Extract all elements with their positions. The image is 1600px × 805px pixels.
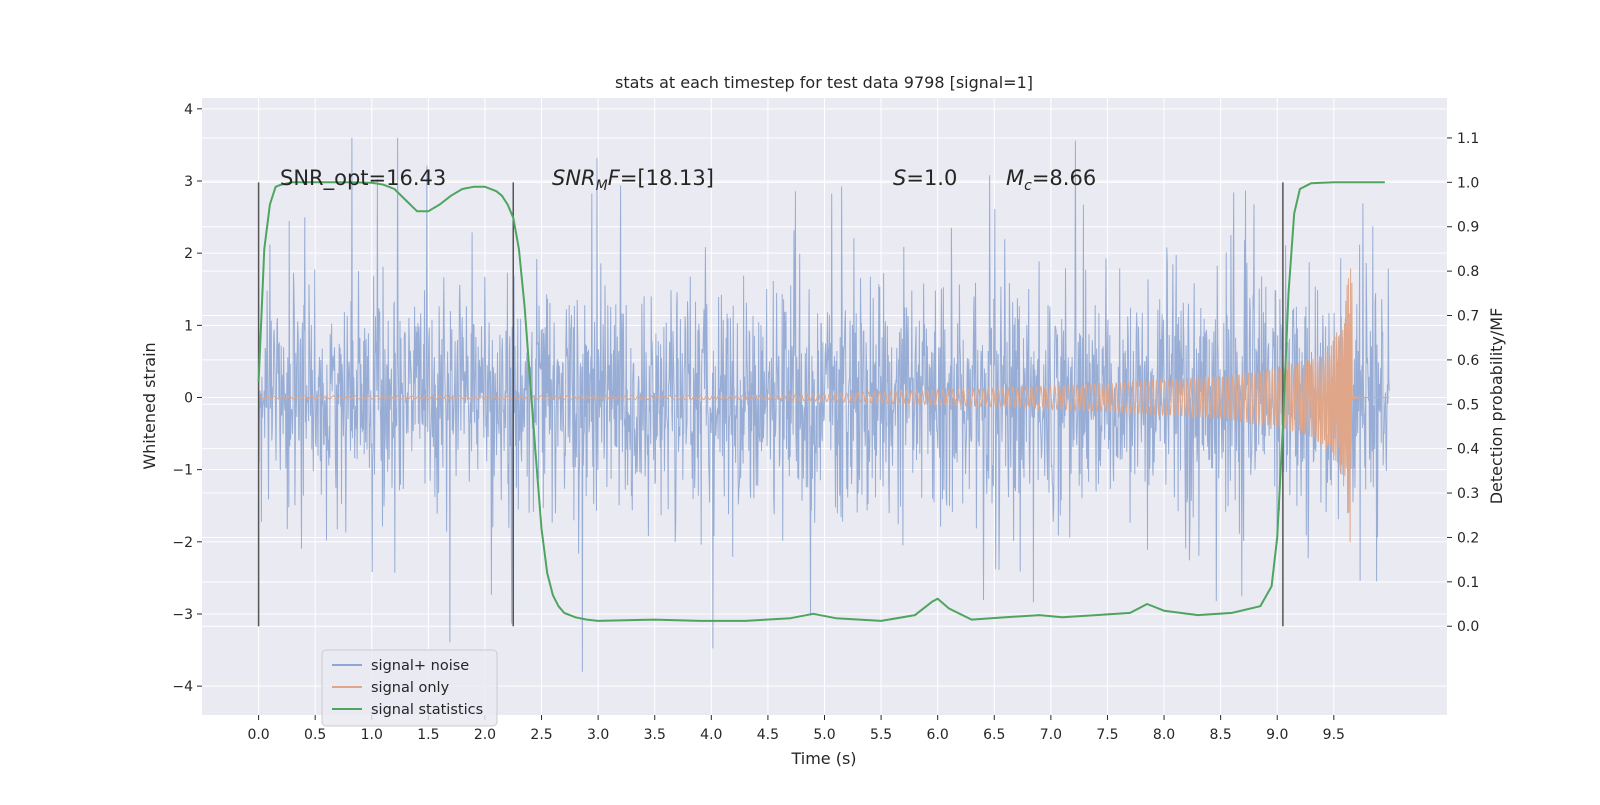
y2-tick-label: 1.1 xyxy=(1457,131,1479,147)
y-tick-label: −2 xyxy=(172,535,193,551)
x-tick-label: 3.0 xyxy=(587,727,609,743)
y-axis-ticks: −4 −3 −2 −1 0 1 2 3 4 xyxy=(172,102,202,695)
annotation-mc-value: =8.66 xyxy=(1032,166,1096,190)
x-axis-ticks: 0.0 0.5 1.0 1.5 2.0 2.5 3.0 3.5 4.0 4.5 5.0 5.5 6.0 6… xyxy=(247,715,1345,743)
y2-tick-label: 0.1 xyxy=(1457,575,1479,591)
y2-tick-label: 1.0 xyxy=(1457,175,1479,191)
signal-series xyxy=(258,268,1390,543)
legend-label-noise: signal+ noise xyxy=(371,658,469,674)
signal-line xyxy=(258,268,1390,543)
annotation-snr-mf: SNRMF=[18.13] xyxy=(552,166,714,194)
y2-tick-label: 0.9 xyxy=(1457,220,1479,236)
x-tick-label: 2.0 xyxy=(474,727,496,743)
x-tick-label: 4.5 xyxy=(757,727,779,743)
y-tick-label: 2 xyxy=(184,246,193,262)
x-tick-label: 5.5 xyxy=(870,727,892,743)
annotation-mc: Mc=8.66 xyxy=(1006,166,1096,194)
legend-box xyxy=(321,649,498,727)
y2-tick-label: 0.3 xyxy=(1457,486,1479,502)
y2-tick-label: 0.7 xyxy=(1457,309,1479,325)
y-tick-label: −3 xyxy=(172,607,193,623)
x-tick-label: 1.5 xyxy=(417,727,439,743)
y-tick-label: 0 xyxy=(184,390,193,406)
y2-tick-label: 0.8 xyxy=(1457,264,1479,280)
y-axis-label: Whitened strain xyxy=(140,342,159,469)
x-tick-label: 0.5 xyxy=(304,727,326,743)
annotation-s-value: =1.0 xyxy=(906,166,957,190)
x-tick-label: 9.0 xyxy=(1266,727,1288,743)
stats-series xyxy=(257,181,1385,622)
x-axis-label: Time (s) xyxy=(790,749,856,768)
legend-label-signal: signal only xyxy=(371,680,450,696)
y2-axis-label: Detection probability/MF xyxy=(1487,308,1506,505)
legend-label-stats: signal statistics xyxy=(371,702,483,718)
noise-line xyxy=(258,137,1390,672)
x-tick-label: 5.0 xyxy=(813,727,835,743)
x-tick-label: 7.5 xyxy=(1096,727,1118,743)
x-tick-label: 8.0 xyxy=(1153,727,1175,743)
annotation-s: S=1.0 xyxy=(893,166,957,190)
y2-tick-label: 0.5 xyxy=(1457,397,1479,413)
annotation-snr-opt: SNR_opt=16.43 xyxy=(280,166,446,191)
y-tick-label: 3 xyxy=(184,174,193,190)
y-tick-label: 4 xyxy=(184,102,193,118)
y-tick-label: −4 xyxy=(172,679,193,695)
x-tick-label: 3.5 xyxy=(644,727,666,743)
y2-tick-label: 0.6 xyxy=(1457,353,1479,369)
x-tick-label: 4.0 xyxy=(700,727,722,743)
x-tick-label: 0.0 xyxy=(247,727,269,743)
legend: signal+ noise signal only signal statist… xyxy=(321,649,498,727)
y-tick-label: −1 xyxy=(172,463,193,479)
x-tick-label: 9.5 xyxy=(1323,727,1345,743)
y2-tick-label: 0.4 xyxy=(1457,442,1479,458)
x-tick-label: 6.5 xyxy=(983,727,1005,743)
y-tick-label: 1 xyxy=(184,318,193,334)
noise-series xyxy=(258,137,1390,672)
annotation-snr-mf-value: =[18.13] xyxy=(620,166,714,190)
x-tick-label: 1.0 xyxy=(361,727,383,743)
y2-tick-label: 0.0 xyxy=(1457,619,1479,635)
chart-title: stats at each timestep for test data 979… xyxy=(615,73,1033,92)
y2-tick-label: 0.2 xyxy=(1457,530,1479,546)
x-tick-label: 6.0 xyxy=(927,727,949,743)
x-tick-label: 2.5 xyxy=(530,727,552,743)
y2-axis-ticks: 0.0 0.1 0.2 0.3 0.4 0.5 0.6 0.7 0.8 0.9 1.0 1.1 xyxy=(1447,131,1479,635)
stats-line xyxy=(257,181,1385,622)
x-tick-label: 8.5 xyxy=(1210,727,1232,743)
x-tick-label: 7.0 xyxy=(1040,727,1062,743)
